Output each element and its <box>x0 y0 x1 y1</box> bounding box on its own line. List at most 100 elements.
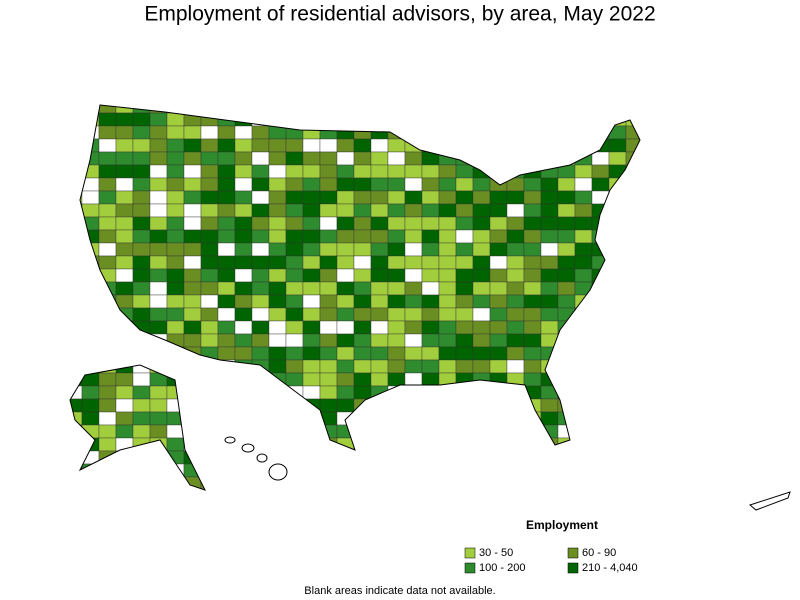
map-area <box>472 424 491 439</box>
map-area <box>200 105 219 114</box>
map-area <box>591 476 610 490</box>
map-area <box>115 125 134 140</box>
map-area <box>200 437 219 452</box>
map-area <box>370 333 389 348</box>
map-area <box>540 281 559 296</box>
map-area <box>608 151 627 166</box>
map-area <box>506 105 525 114</box>
legend-label: 60 - 90 <box>582 547 616 559</box>
map-area <box>643 282 660 295</box>
map-area <box>234 346 253 361</box>
map-area <box>81 320 100 335</box>
map-area <box>643 464 660 477</box>
map-area <box>591 294 610 309</box>
map-area <box>81 463 100 478</box>
map-area <box>336 216 355 231</box>
map-area <box>268 411 287 426</box>
map-area <box>183 164 202 179</box>
map-area <box>574 138 593 153</box>
map-area <box>268 398 287 413</box>
map-area <box>115 450 134 465</box>
map-area <box>472 203 491 218</box>
map-area <box>70 385 83 400</box>
map-area <box>132 125 151 140</box>
map-area <box>200 294 219 309</box>
map-area <box>234 242 253 257</box>
map-area <box>217 190 236 205</box>
map-area <box>591 177 610 192</box>
map-area <box>217 294 236 309</box>
map-area <box>404 105 423 114</box>
map-area <box>149 242 168 257</box>
map-area <box>455 268 474 283</box>
map-area <box>183 125 202 140</box>
map-area <box>591 437 610 452</box>
map-area <box>183 242 202 257</box>
map-area <box>149 450 168 465</box>
map-area <box>302 177 321 192</box>
map-area <box>166 437 185 452</box>
map-area <box>98 320 117 335</box>
map-area <box>455 385 474 400</box>
map-area <box>234 385 253 400</box>
map-area <box>557 411 576 426</box>
map-area <box>251 203 270 218</box>
map-area <box>472 333 491 348</box>
map-area <box>506 476 525 490</box>
map-area <box>591 372 610 387</box>
map-area <box>540 294 559 309</box>
map-area <box>183 372 202 387</box>
map-area <box>557 112 576 127</box>
map-area <box>98 411 117 426</box>
map-area <box>166 229 185 244</box>
map-area <box>149 229 168 244</box>
map-area <box>98 203 117 218</box>
map-area <box>455 489 474 490</box>
map-area <box>353 268 372 283</box>
map-area <box>268 138 287 153</box>
map-area <box>438 489 457 490</box>
map-area <box>353 359 372 374</box>
map-area <box>200 177 219 192</box>
map-area <box>183 411 202 426</box>
map-area <box>285 476 304 490</box>
map-area <box>200 203 219 218</box>
map-area <box>200 307 219 322</box>
map-area <box>149 138 168 153</box>
map-area <box>132 216 151 231</box>
map-area <box>98 242 117 257</box>
map-area <box>438 359 457 374</box>
map-area <box>132 105 151 114</box>
map-area <box>166 112 185 127</box>
map-area <box>455 242 474 257</box>
map-area <box>557 294 576 309</box>
map-area <box>285 489 304 490</box>
map-area <box>81 105 100 114</box>
map-area <box>387 177 406 192</box>
map-area <box>523 151 542 166</box>
map-area <box>149 203 168 218</box>
map-area <box>132 320 151 335</box>
map-area <box>472 359 491 374</box>
map-area <box>302 294 321 309</box>
map-area <box>166 463 185 478</box>
map-area <box>319 281 338 296</box>
map-area <box>217 125 236 140</box>
map-area <box>387 333 406 348</box>
map-area <box>421 242 440 257</box>
map-area <box>489 385 508 400</box>
map-area <box>643 477 660 490</box>
map-area <box>353 333 372 348</box>
map-area <box>98 489 117 490</box>
map-area <box>302 372 321 387</box>
map-area <box>70 489 83 490</box>
map-area <box>234 372 253 387</box>
map-area <box>506 125 525 140</box>
map-area <box>166 281 185 296</box>
map-area <box>404 216 423 231</box>
map-area <box>421 372 440 387</box>
map-area <box>234 411 253 426</box>
map-area <box>370 255 389 270</box>
map-area <box>472 476 491 490</box>
map-area <box>217 489 236 490</box>
